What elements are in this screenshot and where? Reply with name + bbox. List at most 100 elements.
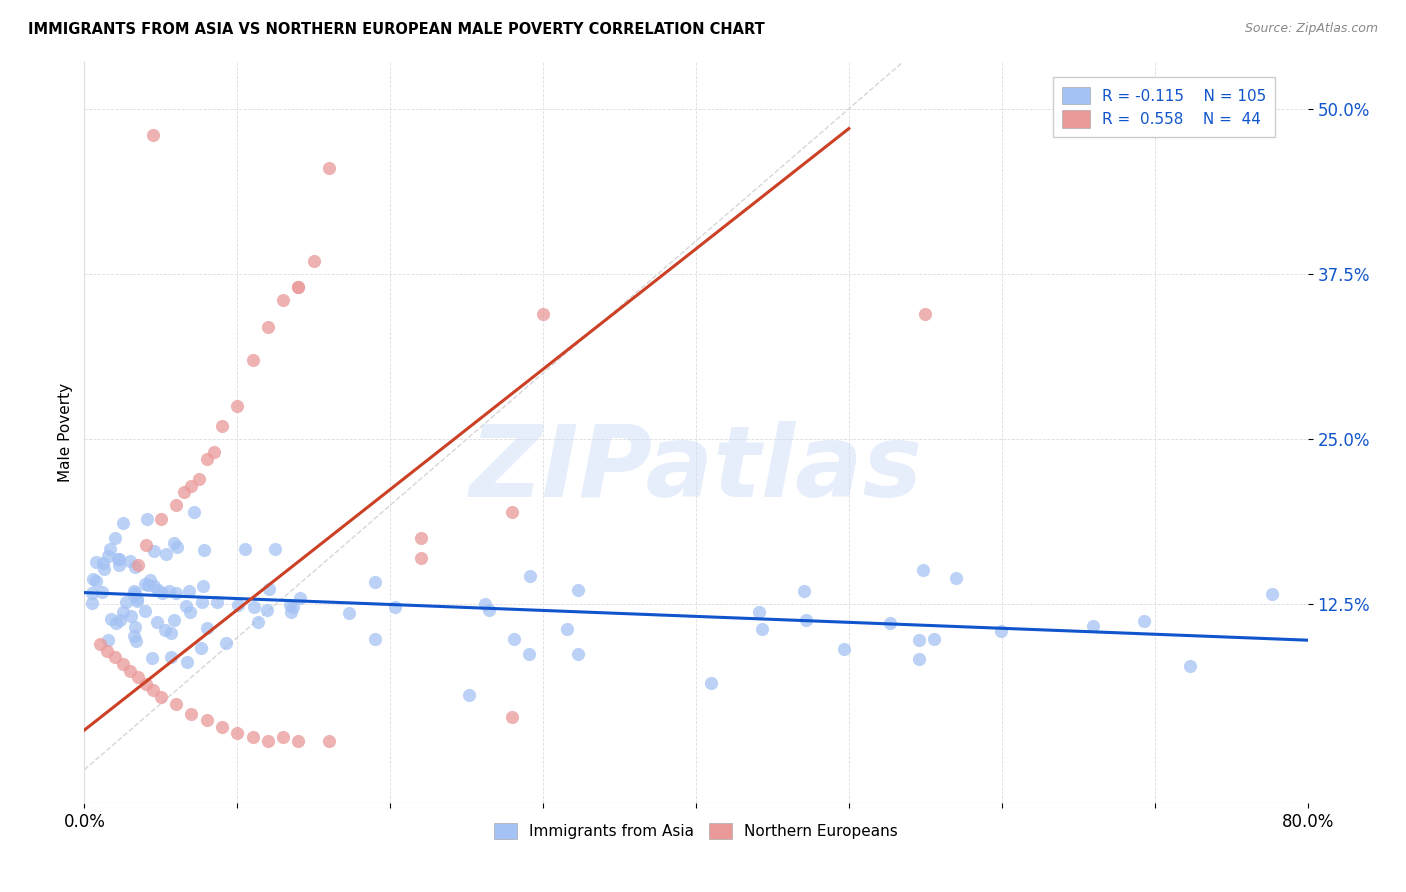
Point (256, 603, 278, 617)
Point (91, 584, 114, 599)
Point (160, 649, 183, 664)
Point (280, 605, 302, 619)
Point (111, 657, 134, 671)
Point (127, 592, 149, 607)
Point (278, 598, 301, 612)
Point (173, 485, 195, 500)
Legend: Immigrants from Asia, Northern Europeans: Immigrants from Asia, Northern Europeans (486, 815, 905, 847)
Point (922, 632, 945, 647)
Point (143, 579, 166, 593)
Point (174, 599, 197, 613)
Point (384, 600, 406, 615)
Point (257, 582, 280, 596)
Point (93, 562, 115, 576)
Point (242, 730, 264, 744)
Y-axis label: Male Poverty: Male Poverty (58, 383, 73, 483)
Point (120, 609, 142, 624)
Point (108, 613, 131, 627)
Point (135, 512, 157, 526)
Point (226, 599, 249, 613)
Point (122, 629, 145, 643)
Point (160, 626, 183, 640)
Point (409, 551, 432, 566)
Point (134, 604, 156, 618)
Point (567, 647, 589, 661)
Point (202, 445, 225, 459)
Point (364, 632, 387, 646)
Point (89, 637, 111, 651)
Point (127, 558, 149, 572)
Point (96, 644, 118, 658)
Point (945, 571, 967, 585)
Point (195, 452, 218, 467)
Point (191, 579, 214, 593)
Point (247, 615, 270, 629)
Point (107, 558, 129, 573)
Point (105, 616, 128, 631)
Point (100, 612, 122, 626)
Point (519, 569, 541, 583)
Point (157, 583, 180, 598)
Point (257, 319, 280, 334)
Point (166, 540, 188, 554)
Point (233, 541, 256, 556)
Point (281, 599, 304, 614)
Point (191, 594, 214, 608)
Point (700, 675, 723, 690)
Point (531, 307, 554, 321)
Point (907, 633, 929, 648)
Point (136, 577, 159, 591)
Point (179, 605, 201, 619)
Point (243, 600, 266, 615)
Point (84, 574, 107, 588)
Point (474, 597, 496, 611)
Point (226, 725, 249, 739)
Point (122, 584, 145, 599)
Point (114, 595, 136, 609)
Point (124, 585, 146, 599)
Point (142, 544, 165, 558)
Point (242, 352, 264, 367)
Point (127, 670, 149, 684)
Text: Source: ZipAtlas.com: Source: ZipAtlas.com (1244, 22, 1378, 36)
Point (567, 582, 589, 597)
Point (107, 552, 129, 566)
Point (215, 636, 238, 650)
Point (287, 280, 309, 294)
Point (211, 721, 233, 735)
Point (190, 641, 212, 656)
Point (142, 128, 165, 143)
Point (150, 585, 173, 599)
Point (179, 584, 201, 599)
Point (205, 595, 228, 609)
Point (165, 697, 187, 711)
Point (914, 307, 936, 321)
Point (318, 161, 340, 176)
Point (183, 505, 205, 519)
Point (165, 585, 187, 599)
Point (145, 615, 167, 629)
Point (124, 560, 146, 574)
Point (142, 683, 165, 698)
Point (990, 624, 1012, 638)
Point (751, 622, 773, 636)
Point (118, 554, 141, 568)
Point (135, 538, 157, 552)
Point (211, 419, 233, 434)
Point (288, 591, 311, 605)
Point (503, 632, 526, 646)
Point (287, 733, 309, 747)
Point (104, 532, 127, 546)
Point (912, 563, 935, 577)
Point (271, 293, 294, 308)
Point (879, 616, 901, 631)
Point (124, 620, 146, 634)
Point (108, 551, 131, 566)
Point (517, 647, 540, 661)
Point (478, 603, 501, 617)
Point (134, 576, 156, 591)
Point (91, 556, 114, 570)
Point (908, 652, 931, 666)
Point (555, 623, 578, 637)
Text: ZIPatlas: ZIPatlas (470, 421, 922, 518)
